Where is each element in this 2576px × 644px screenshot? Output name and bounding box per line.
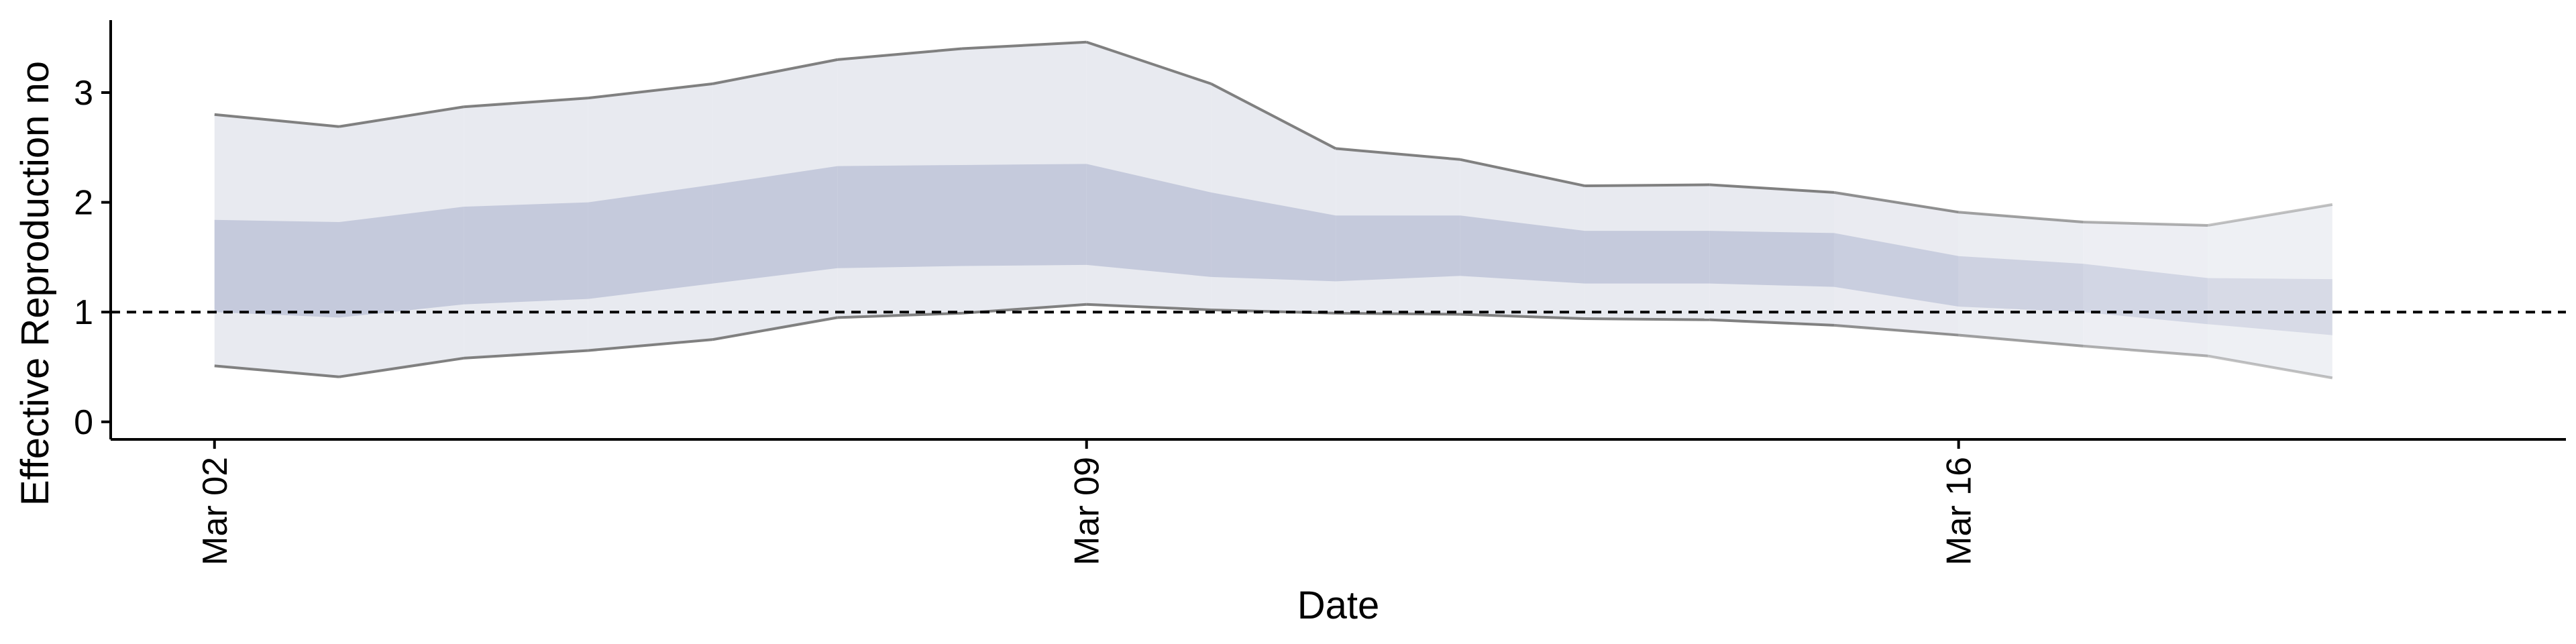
x-tick-label: Mar 02 (196, 457, 235, 566)
x-tick-label: Mar 16 (1940, 457, 1979, 566)
x-ticks: Mar 02 Mar 09 Mar 16 (196, 439, 1979, 566)
y-tick-label: 1 (74, 293, 93, 332)
inner-interval-band (1336, 215, 1460, 282)
inner-interval-band (1211, 192, 1336, 282)
outer-upper-line-segment (1709, 183, 1835, 194)
inner-interval-band (1086, 164, 1212, 277)
outer-lower-line-segment (2207, 354, 2333, 380)
inner-interval-band (464, 202, 588, 305)
inner-interval-band (2083, 264, 2208, 325)
y-tick-label: 2 (74, 184, 93, 223)
inner-interval-band (1709, 231, 1834, 287)
outer-lower-line-segment (1086, 303, 1212, 311)
inner-interval-band (712, 166, 838, 284)
outer-upper-line-segment (214, 113, 339, 128)
outer-upper-line-segment (961, 40, 1087, 50)
axes-layer: 0 1 2 3 Mar 02 Mar 09 Mar 16 (74, 20, 2566, 566)
interval-edges-layer (214, 40, 2333, 380)
inner-interval-band (1585, 231, 1710, 284)
outer-upper-line-segment (712, 58, 838, 85)
inner-interval-band (1460, 215, 1585, 284)
y-tick-label: 3 (74, 74, 93, 113)
y-axis-title: Effective Reproduction no (13, 61, 57, 506)
outer-lower-line-segment (1460, 313, 1585, 321)
outer-upper-line-segment (1460, 158, 1585, 188)
outer-upper-line-segment (1335, 147, 1461, 161)
bands-layer (214, 42, 2332, 378)
outer-upper-line-segment (1210, 83, 1337, 150)
outer-lower-line-segment (339, 356, 464, 378)
inner-interval-band (1958, 256, 2084, 313)
outer-upper-line-segment (2207, 203, 2333, 227)
inner-interval-band (339, 207, 464, 318)
outer-lower-line-segment (1833, 323, 1959, 337)
y-ticks: 0 1 2 3 (74, 74, 111, 442)
outer-upper-line-segment (339, 105, 464, 128)
inner-interval-band (1833, 233, 1959, 307)
outer-upper-line-segment (2083, 221, 2208, 227)
outer-lower-line-segment (1585, 317, 1710, 321)
x-tick-label: Mar 09 (1068, 457, 1107, 566)
outer-lower-line-segment (2083, 344, 2208, 358)
outer-lower-line-segment (837, 311, 963, 319)
inner-interval-band (588, 184, 713, 299)
outer-upper-line-segment (1585, 183, 1710, 188)
outer-upper-line-segment (1833, 191, 1959, 214)
outer-lower-line-segment (712, 316, 838, 341)
outer-lower-line-segment (214, 364, 339, 378)
outer-upper-line-segment (1958, 211, 2084, 224)
outer-lower-line-segment (1709, 318, 1835, 327)
y-tick-label: 0 (74, 403, 93, 442)
inner-interval-band (2208, 278, 2332, 335)
x-axis-title: Date (1297, 584, 1380, 627)
outer-upper-line-segment (1086, 40, 1212, 85)
outer-lower-line-segment (1958, 333, 2084, 347)
outer-lower-line-segment (464, 349, 589, 360)
inner-interval-band (837, 164, 963, 268)
outer-lower-line-segment (588, 338, 713, 352)
outer-upper-line-segment (464, 97, 589, 109)
inner-interval-band (962, 164, 1087, 266)
outer-upper-line-segment (588, 82, 713, 100)
outer-upper-line-segment (837, 47, 963, 61)
inner-interval-band (214, 219, 339, 318)
